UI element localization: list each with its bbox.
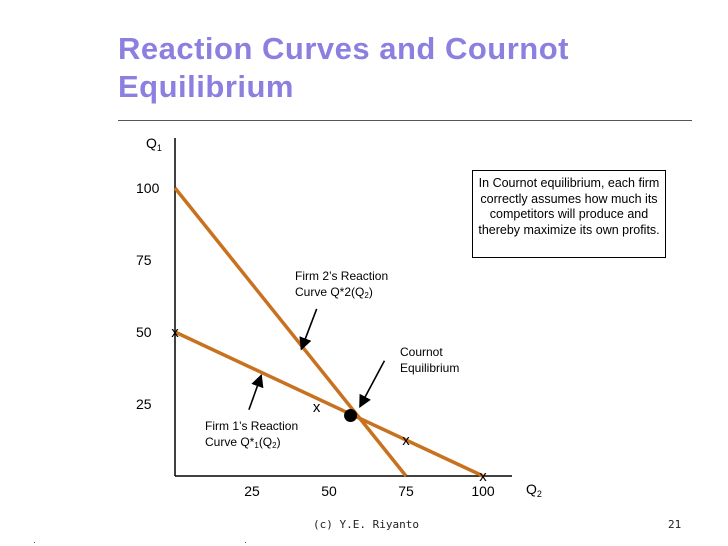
x-tick-label-25: 25	[244, 483, 260, 499]
page-number: 21	[668, 518, 682, 531]
y-tick-label-50: 50	[136, 324, 152, 340]
x-tick-label-50: 50	[321, 483, 337, 499]
title-divider	[118, 120, 692, 121]
cournot-annotation: Cournot Equilibrium	[400, 344, 459, 376]
firm1-arrow	[248, 373, 264, 411]
x-tick-label-100: 100	[471, 483, 495, 499]
cournot-annotation-line2: Equilibrium	[400, 361, 460, 375]
firm1-annotation: Firm 1’s Reaction Curve Q*1(Q2)	[205, 418, 298, 454]
firm1-annotation-line1: Firm 1’s Reaction	[205, 419, 299, 433]
x-marker-1: x	[171, 324, 179, 341]
x-marker-4: x	[479, 468, 487, 485]
x-marker-2: x	[313, 399, 321, 416]
equilibrium-point	[344, 409, 358, 423]
x-marker-3: x	[402, 432, 410, 449]
cournot-annotation-line1: Cournot	[400, 345, 443, 359]
firm2-arrow	[299, 308, 318, 351]
firm1-reaction-curve	[174, 330, 484, 478]
footer-credit: (c) Y.E. Riyanto	[313, 518, 419, 531]
firm2-annotation-line1: Firm 2’s Reaction	[295, 269, 389, 283]
y-tick-label-75: 75	[136, 252, 152, 268]
firm2-annotation: Firm 2’s Reaction Curve Q*2(Q2)	[295, 268, 388, 304]
firm1-annotation-line2: Curve Q*1(Q2)	[205, 435, 281, 450]
cournot-arrow	[359, 360, 386, 409]
firm2-annotation-line2: Curve Q*2(Q2)	[295, 285, 373, 300]
y-tick-label-100: 100	[136, 180, 160, 196]
footer-dot-right	[245, 542, 246, 543]
info-box: In Cournot equilibrium, each firm correc…	[472, 170, 666, 258]
footer-dot-left	[34, 542, 35, 543]
y-axis-label: Q1	[146, 135, 162, 153]
x-axis-label: Q2	[526, 481, 542, 499]
firm2-reaction-curve	[173, 186, 408, 478]
y-tick-label-25: 25	[136, 396, 152, 412]
slide-title: Reaction Curves and Cournot Equilibrium	[118, 31, 569, 104]
x-tick-label-75: 75	[398, 483, 414, 499]
